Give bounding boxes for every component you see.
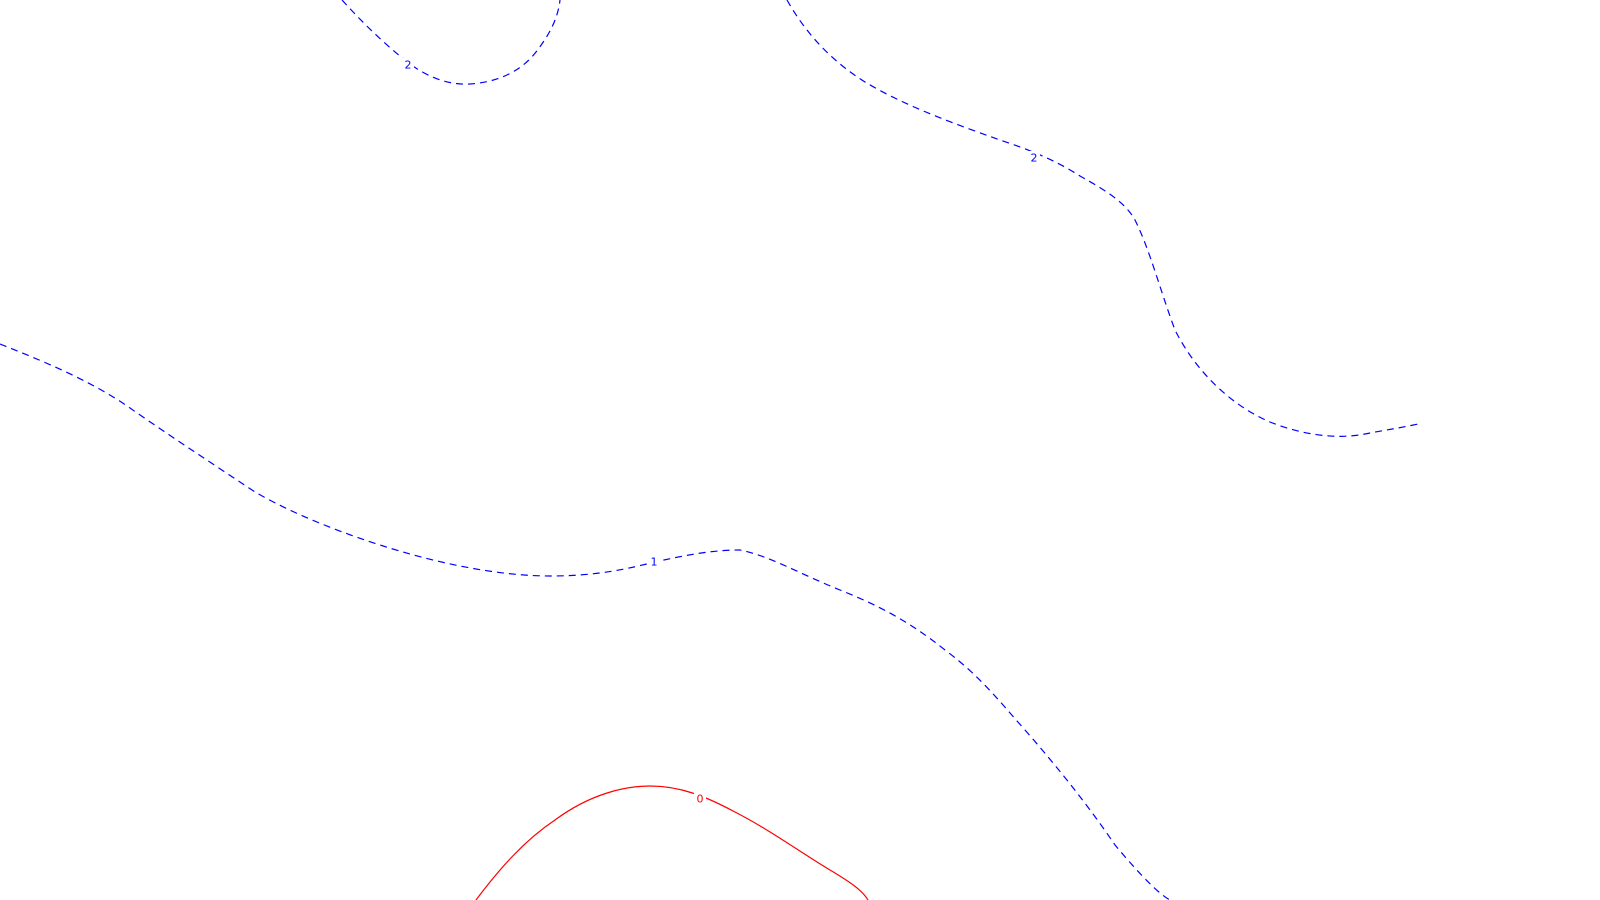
contour-label-0: 0 <box>697 793 704 806</box>
contour-label-1: 1 <box>651 556 658 569</box>
contour-0: 0 <box>475 785 869 900</box>
contour-line-2-upper-left <box>341 0 561 85</box>
contour-label-2-upper-left: 2 <box>405 59 412 72</box>
contour-label-2-upper-right: 2 <box>1031 152 1038 165</box>
contour-line-0 <box>475 785 869 900</box>
contour-line-1 <box>0 343 1171 900</box>
contour-2-upper-right: 2 <box>786 0 1419 437</box>
contour-line-2-upper-right <box>786 0 1419 437</box>
contour-1: 1 <box>0 343 1171 900</box>
contour-2-upper-left: 2 <box>341 0 561 85</box>
